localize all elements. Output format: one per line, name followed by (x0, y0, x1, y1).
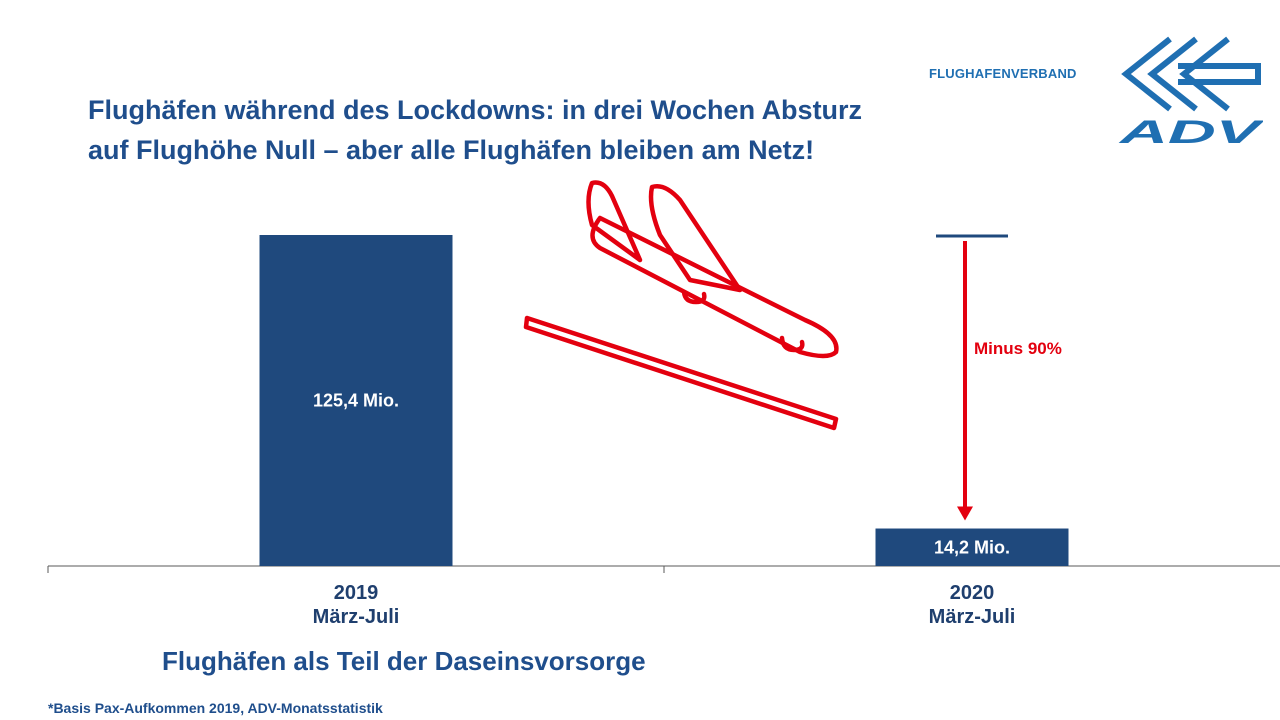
adv-logo-wings-icon (1121, 36, 1261, 112)
x-tick-label-1-1: März-Juli (929, 606, 1016, 628)
x-tick-label-0-1: März-Juli (313, 606, 400, 628)
adv-logo: ADV (1118, 36, 1263, 146)
bar-value-label-1: 14,2 Mio. (934, 537, 1010, 557)
adv-logo-text: ADV (1118, 114, 1263, 146)
x-tick-label-0-0: 2019 (334, 582, 379, 604)
brand-name: FLUGHAFENVERBAND (929, 66, 1077, 81)
slide-title-line-1: Flughäfen während des Lockdowns: in drei… (88, 95, 863, 125)
decline-label: Minus 90% (974, 339, 1062, 358)
bar-1 (875, 528, 1069, 566)
falling-airplane-icon (523, 180, 839, 431)
slide-title-line-2: auf Flughöhe Null – aber alle Flughäfen … (88, 135, 815, 165)
footnote: *Basis Pax-Aufkommen 2019, ADV-Monatssta… (48, 700, 383, 716)
bar-0 (259, 235, 453, 566)
decline-arrow-head-icon (957, 506, 973, 521)
decline-annotation (936, 234, 1008, 521)
slide-title: Flughäfen während des Lockdowns: in drei… (88, 90, 1048, 170)
x-tick-label-1-0: 2020 (950, 582, 995, 604)
slide-subtitle: Flughäfen als Teil der Daseinsvorsorge (162, 646, 646, 676)
bar-value-label-0: 125,4 Mio. (313, 391, 399, 411)
